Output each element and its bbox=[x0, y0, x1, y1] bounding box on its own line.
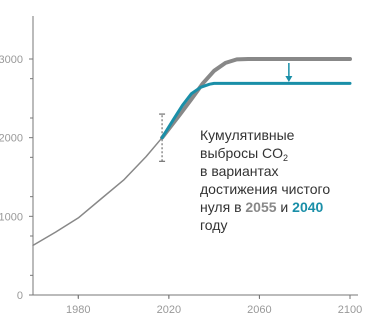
x-tick-label: 1980 bbox=[66, 304, 90, 316]
annotation-line-2: выбросы CO2 bbox=[200, 144, 360, 163]
x-axis: 1980 2020 2060 2100 bbox=[33, 294, 362, 316]
annotation-line-6: году bbox=[200, 217, 228, 233]
annotation-conjunction: и bbox=[276, 199, 293, 215]
annotation-prefix: нуля в bbox=[200, 199, 246, 215]
x-tick-label: 2060 bbox=[247, 304, 271, 316]
uncertainty-bar bbox=[159, 113, 166, 162]
x-tick-label: 2020 bbox=[157, 304, 181, 316]
series-line-historical bbox=[32, 136, 163, 247]
series-line-2040 bbox=[160, 81, 352, 140]
annotation: Кумулятивные выбросы CO2 в вариантах дос… bbox=[200, 126, 360, 234]
annotation-co2: выбросы CO bbox=[200, 145, 284, 161]
y-axis: 0 1000 2000 3000 bbox=[0, 16, 34, 302]
y-tick-label: 3000 bbox=[0, 54, 23, 66]
series-line-2055 bbox=[160, 57, 352, 140]
annotation-line-5: нуля в 2055 и 2040 bbox=[200, 198, 360, 216]
series-lines bbox=[32, 57, 352, 247]
annotation-line-4: достижения чистого bbox=[200, 181, 331, 197]
y-tick-label: 0 bbox=[17, 290, 23, 302]
annotation-line-3: в вариантах bbox=[200, 163, 279, 179]
y-tick-label: 1000 bbox=[0, 211, 23, 223]
annotation-year-2055: 2055 bbox=[245, 199, 277, 215]
arrow-head bbox=[285, 76, 293, 83]
annotation-line-1: Кумулятивные bbox=[200, 127, 295, 143]
reduction-arrow bbox=[285, 63, 293, 83]
y-tick-label: 2000 bbox=[0, 133, 23, 145]
annotation-co2-subscript: 2 bbox=[283, 153, 289, 163]
annotation-year-2040: 2040 bbox=[292, 199, 324, 215]
x-tick-label: 2100 bbox=[338, 304, 362, 316]
